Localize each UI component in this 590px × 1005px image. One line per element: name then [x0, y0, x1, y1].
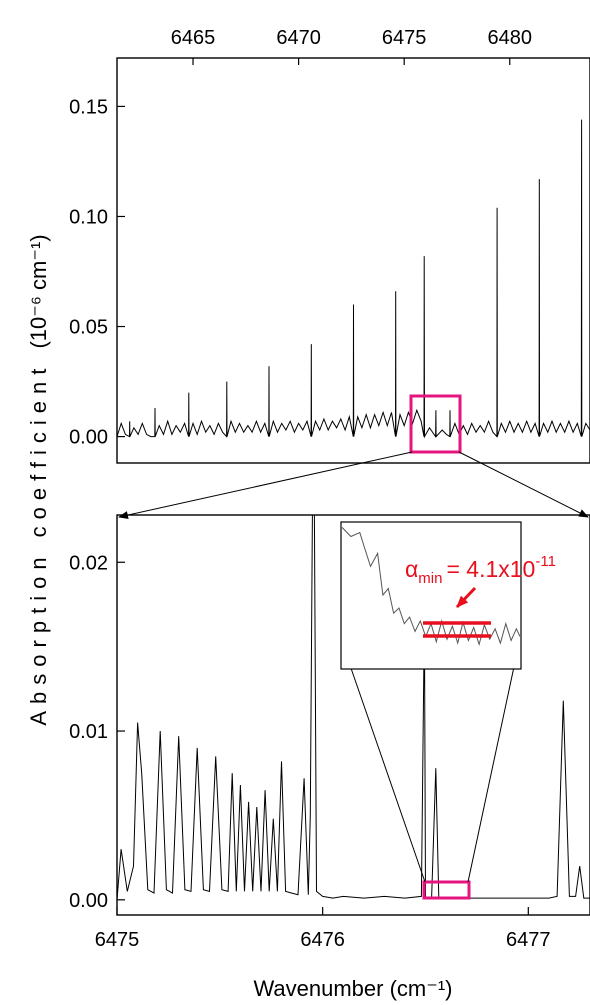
inset-connector-arrows [343, 647, 521, 883]
inset-arrow-right [467, 647, 521, 883]
zoom-connector-arrows [118, 451, 589, 519]
zoom-x-tick-label: 6475 [95, 929, 140, 951]
overview-x-tick-label: 6470 [276, 27, 321, 49]
inset-frame [340, 521, 522, 670]
zoom-y-tick-label: 0.02 [69, 552, 108, 574]
zoom-plot-frame [116, 514, 590, 916]
zoom-arrow-left [118, 451, 413, 519]
overview-y-tick-label: 0.10 [69, 206, 108, 228]
y-axis-unit: (10⁻⁶ cm⁻¹) [26, 234, 51, 348]
inset-arrow-left [343, 647, 426, 883]
zoom-noise-region-box [422, 880, 471, 900]
overview-y-tick-label: 0.00 [69, 427, 108, 449]
overview-y-tick-label: 0.05 [69, 317, 108, 339]
zoom-arrow-right [458, 451, 589, 518]
overview-x-tick-label: 6475 [382, 27, 427, 49]
zoom-x-tick-label: 6477 [506, 929, 551, 951]
overview-y-ticks: 0.00 0.05 0.10 0.15 [69, 96, 125, 449]
overview-y-tick-label: 0.15 [69, 96, 108, 118]
overview-plot-frame [116, 57, 590, 464]
zoom-x-tick-label: 6476 [300, 929, 345, 951]
zoom-y-tick-label: 0.00 [69, 890, 108, 912]
x-axis-title: Wavenumber (cm⁻¹) [253, 976, 452, 1001]
inset-noise-line [342, 527, 520, 647]
zoom-y-ticks: 0.00 0.01 0.02 [69, 552, 125, 912]
noise-inset [340, 521, 522, 670]
zoom-panel: 6475 6476 6477 0.00 0.01 0.02 Wavenumber (cm… [69, 514, 590, 1001]
overview-zoom-region-box [409, 394, 462, 454]
zoom-x-ticks: 6475 6476 6477 [95, 907, 551, 951]
overview-panel: 6465 6470 6475 6480 0.00 0.05 0.10 0.15 [69, 27, 590, 464]
overview-x-ticks: 6465 6470 6475 6480 [171, 27, 532, 65]
overview-x-tick-label: 6480 [488, 27, 533, 49]
overview-x-tick-label: 6465 [171, 27, 216, 49]
y-axis-title: Absorption coefficient (10⁻⁶ cm⁻¹) [26, 234, 51, 725]
overview-spectrum-line [117, 119, 590, 439]
alpha-min-annotation: αmin = 4.1x10-11 [405, 553, 556, 587]
zoom-y-tick-label: 0.01 [69, 721, 108, 743]
alpha-min-arrow [455, 586, 477, 609]
